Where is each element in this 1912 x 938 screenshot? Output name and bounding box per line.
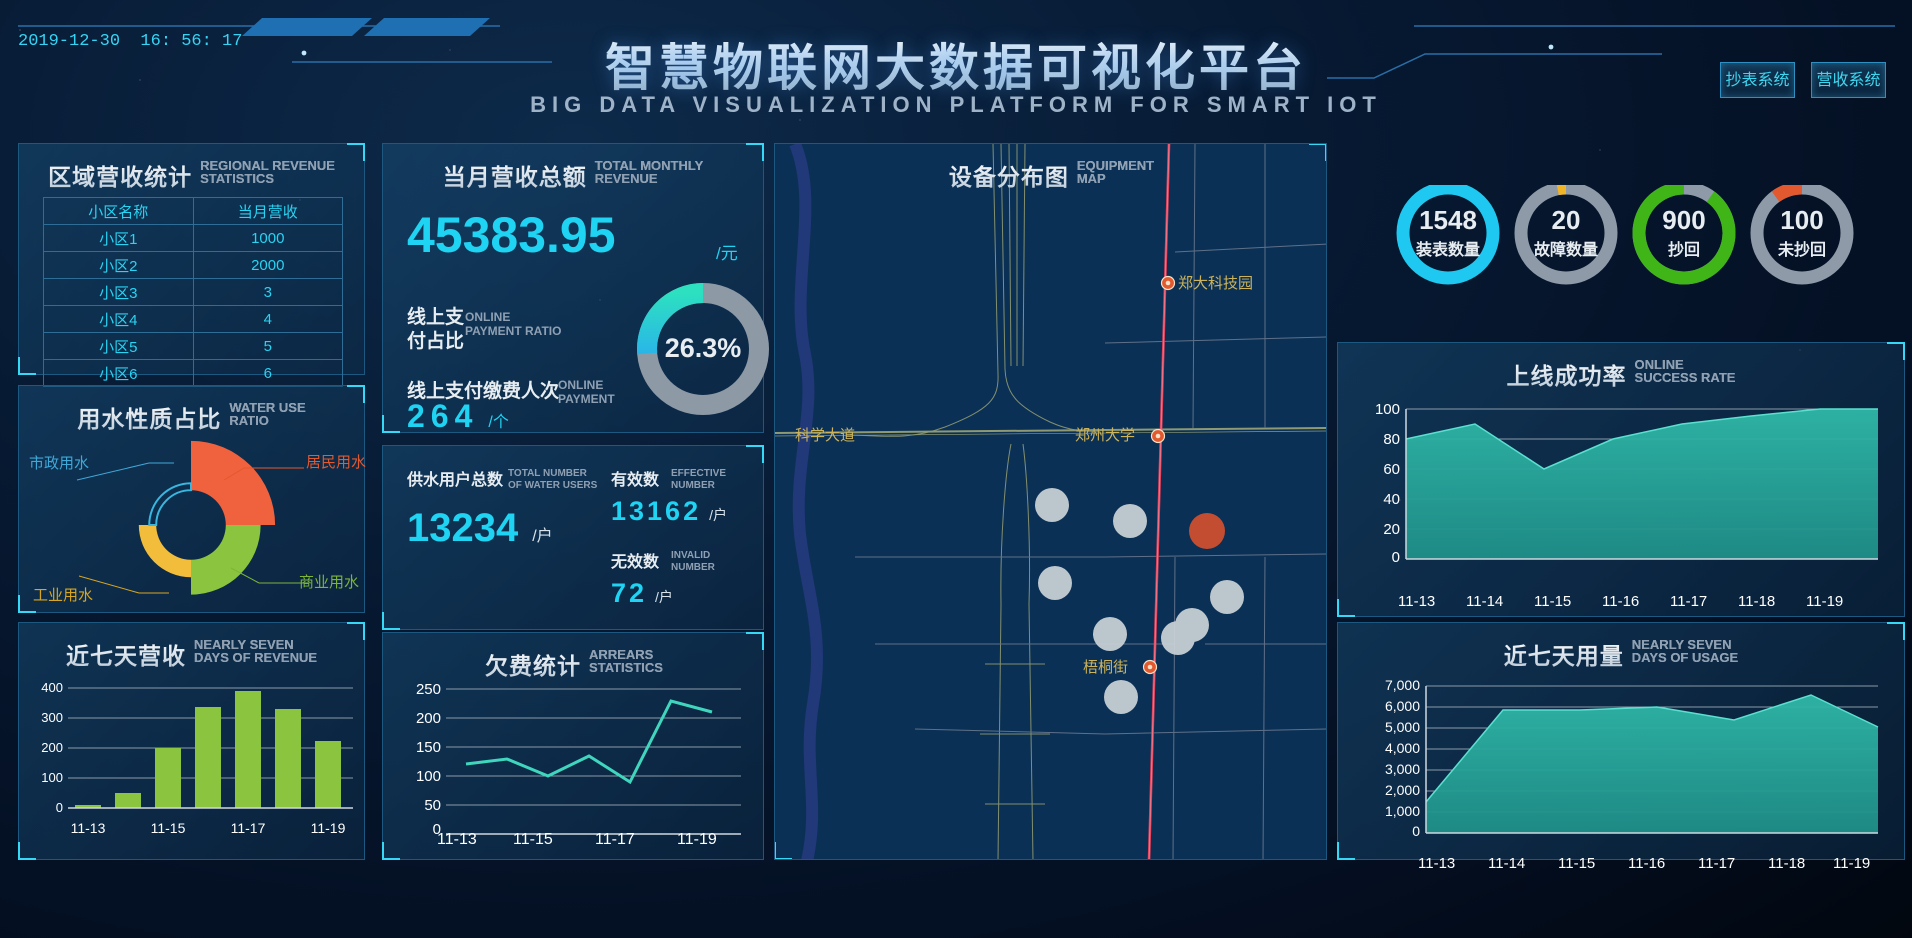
- svg-text:0: 0: [56, 800, 63, 815]
- svg-text:300: 300: [41, 710, 63, 725]
- svg-text:150: 150: [416, 739, 441, 756]
- svg-text:250: 250: [416, 681, 441, 698]
- svg-text:11-15: 11-15: [151, 820, 186, 836]
- svg-text:100: 100: [41, 770, 63, 785]
- svg-text:3,000: 3,000: [1385, 761, 1420, 777]
- svg-text:0: 0: [1412, 823, 1420, 839]
- svg-text:26.3%: 26.3%: [665, 333, 742, 363]
- svg-text:40: 40: [1383, 491, 1400, 508]
- svg-text:11-17: 11-17: [231, 820, 266, 836]
- svg-text:200: 200: [41, 740, 63, 755]
- svg-text:2,000: 2,000: [1385, 782, 1420, 798]
- svg-text:200: 200: [416, 710, 441, 727]
- svg-text:60: 60: [1383, 461, 1400, 478]
- svg-text:6,000: 6,000: [1385, 698, 1420, 714]
- svg-text:1,000: 1,000: [1385, 803, 1420, 819]
- svg-text:80: 80: [1383, 431, 1400, 448]
- svg-text:50: 50: [424, 797, 441, 814]
- svg-text:100: 100: [1375, 401, 1400, 418]
- svg-text:郑大科技园: 郑大科技园: [1178, 275, 1253, 292]
- svg-text:科学大道: 科学大道: [795, 427, 855, 444]
- svg-text:100: 100: [416, 768, 441, 785]
- svg-text:梧桐街: 梧桐街: [1083, 659, 1128, 676]
- svg-text:0: 0: [1392, 549, 1400, 566]
- svg-text:11-13: 11-13: [71, 820, 106, 836]
- svg-text:郑州大学: 郑州大学: [1075, 427, 1135, 444]
- svg-text:5,000: 5,000: [1385, 719, 1420, 735]
- svg-text:7,000: 7,000: [1385, 678, 1420, 693]
- svg-text:400: 400: [41, 680, 63, 695]
- svg-text:11-19: 11-19: [311, 820, 346, 836]
- svg-text:20: 20: [1383, 521, 1400, 538]
- svg-text:4,000: 4,000: [1385, 740, 1420, 756]
